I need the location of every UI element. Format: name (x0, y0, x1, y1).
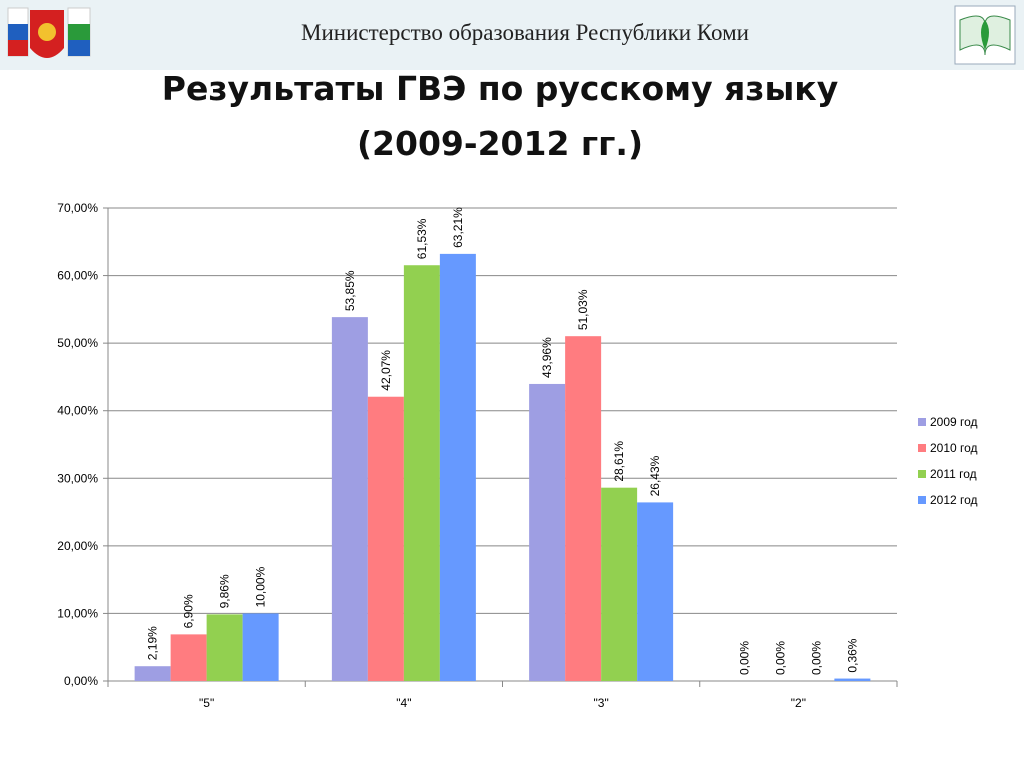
value-label: 26,43% (648, 455, 662, 496)
bar (637, 502, 674, 681)
y-tick-label: 20,00% (57, 539, 98, 553)
x-tick-label: "3" (594, 696, 609, 710)
legend-swatch (918, 470, 926, 478)
bar (367, 396, 404, 681)
y-tick-label: 70,00% (57, 201, 98, 215)
header-text: Министерство образования Республики Коми (301, 20, 749, 45)
value-label: 0,00% (809, 641, 823, 675)
value-label: 0,00% (737, 641, 751, 675)
bar (529, 383, 566, 681)
x-tick-label: "4" (396, 696, 411, 710)
x-tick-label: "2" (791, 696, 806, 710)
y-tick-label: 60,00% (57, 269, 98, 283)
value-label: 51,03% (576, 289, 590, 330)
value-label: 53,85% (343, 270, 357, 311)
header-band (0, 0, 1024, 70)
value-label: 6,90% (182, 594, 196, 628)
value-label: 10,00% (254, 566, 268, 607)
bar (134, 666, 171, 681)
ministry-logo (954, 5, 1016, 65)
bar (331, 317, 368, 681)
value-label: 0,36% (845, 638, 859, 672)
chart-title: Результаты ГВЭ по русскому языку (162, 69, 838, 108)
y-tick-label: 0,00% (64, 674, 98, 688)
bar (403, 265, 440, 681)
x-tick-label: "5" (199, 696, 214, 710)
bar (834, 678, 871, 681)
legend-label: 2010 год (930, 441, 978, 455)
coat-of-arms (7, 7, 91, 58)
value-label: 9,86% (218, 574, 232, 608)
bar (206, 614, 243, 681)
value-label: 61,53% (415, 218, 429, 259)
bar (170, 634, 207, 681)
legend-swatch (918, 444, 926, 452)
legend-swatch (918, 496, 926, 504)
value-label: 0,00% (773, 641, 787, 675)
legend-label: 2009 год (930, 415, 978, 429)
y-tick-label: 30,00% (57, 471, 98, 485)
value-label: 2,19% (146, 626, 160, 660)
bar (601, 487, 638, 681)
legend-label: 2011 год (930, 467, 977, 481)
bar (439, 253, 476, 682)
y-tick-label: 40,00% (57, 404, 98, 418)
y-tick-label: 50,00% (57, 336, 98, 350)
value-label: 63,21% (451, 207, 465, 248)
chart-title: (2009-2012 гг.) (357, 124, 643, 163)
legend-label: 2012 год (930, 493, 978, 507)
value-label: 28,61% (612, 441, 626, 482)
legend-swatch (918, 418, 926, 426)
value-label: 42,07% (379, 350, 393, 391)
y-tick-label: 10,00% (57, 606, 98, 620)
bar (242, 613, 279, 681)
value-label: 43,96% (540, 337, 554, 378)
bar (565, 336, 602, 681)
